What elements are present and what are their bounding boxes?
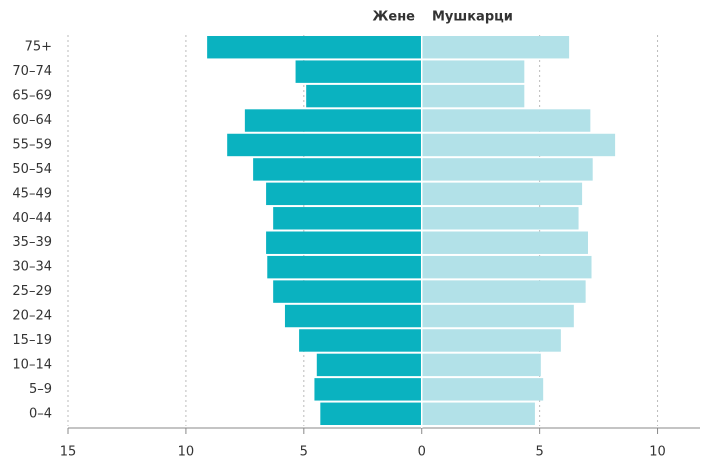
bar — [314, 378, 422, 401]
legend-women: Жене — [372, 10, 415, 25]
x-tick-label: 5 — [536, 445, 544, 460]
y-tick-label: 75+ — [25, 40, 52, 55]
x-tick-label: 5 — [300, 445, 308, 460]
y-tick-label: 70–74 — [12, 64, 52, 79]
bar — [421, 60, 525, 83]
y-tick-label: 65–69 — [12, 89, 52, 104]
x-tick-label: 0 — [418, 445, 426, 460]
bar — [306, 84, 422, 108]
y-tick-label: 20–24 — [12, 309, 52, 324]
y-tick-label: 25–29 — [12, 284, 52, 299]
y-tick-label: 40–44 — [12, 211, 52, 226]
bar — [299, 329, 422, 352]
bar — [207, 36, 422, 59]
bar — [273, 207, 422, 230]
x-tick-label: 10 — [178, 445, 195, 460]
bar — [421, 84, 525, 108]
bar — [267, 255, 422, 279]
y-tick-label: 35–39 — [12, 235, 52, 250]
y-tick-label: 45–49 — [12, 186, 52, 201]
y-tick-label: 10–14 — [12, 357, 52, 372]
bar — [421, 182, 583, 206]
y-tick-label: 60–64 — [12, 113, 52, 128]
legend-men: Мушкарци — [432, 10, 513, 25]
bar — [421, 231, 588, 254]
bar — [421, 304, 574, 328]
y-tick-label: 0–4 — [29, 406, 52, 421]
bar — [227, 133, 422, 157]
bar — [320, 402, 422, 425]
bar — [421, 353, 541, 377]
bar — [421, 378, 544, 401]
y-tick-label: 15–19 — [12, 333, 52, 348]
bar — [421, 36, 570, 59]
y-tick-label: 55–59 — [12, 137, 52, 152]
bar — [421, 158, 593, 181]
bar — [253, 158, 422, 181]
y-tick-label: 50–54 — [12, 162, 52, 177]
x-tick-label: 10 — [649, 445, 666, 460]
bar — [316, 353, 422, 377]
y-tick-label: 5–9 — [29, 382, 52, 397]
bar — [421, 109, 591, 132]
bar — [421, 207, 579, 230]
bar — [266, 231, 422, 254]
bar — [244, 109, 422, 132]
bar — [421, 255, 592, 279]
x-tick-label: 15 — [60, 445, 77, 460]
bar — [421, 133, 616, 157]
bar — [295, 60, 422, 83]
y-tick-label: 30–34 — [12, 260, 52, 275]
bar — [421, 329, 561, 352]
bar — [273, 280, 422, 303]
bar — [421, 280, 586, 303]
bar — [284, 304, 422, 328]
bar — [421, 402, 535, 425]
bar — [266, 182, 422, 206]
